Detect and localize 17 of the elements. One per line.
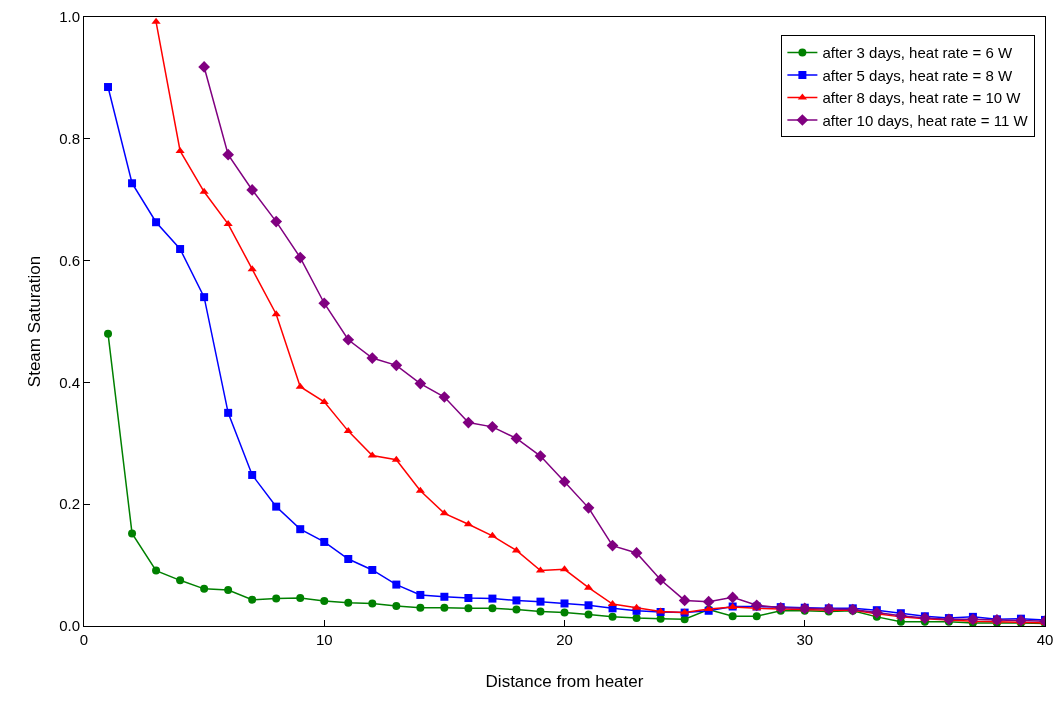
y-axis-title: Steam Saturation (25, 255, 44, 388)
x-axis-title: Distance from heater (485, 672, 644, 691)
y-tick-label: 0.2 (59, 495, 80, 513)
legend-label: after 8 days, heat rate = 10 W (822, 89, 1022, 107)
legend-label: after 5 days, heat rate = 8 W (822, 66, 1013, 84)
x-tick-label: 30 (796, 631, 814, 648)
y-tick-label: 0.6 (59, 251, 80, 269)
x-tick-label: 40 (1036, 631, 1054, 648)
x-tick-label: 20 (556, 631, 573, 648)
y-tick-label: 0.0 (59, 617, 80, 635)
legend-label: after 3 days, heat rate = 6 W (822, 44, 1013, 62)
x-tick-label: 10 (315, 631, 333, 648)
y-tick-label: 0.4 (59, 373, 80, 391)
y-tick-label: 0.8 (59, 130, 80, 148)
legend-label: after 10 days, heat rate = 11 W (822, 111, 1029, 129)
x-tick-label: 0 (79, 631, 89, 648)
y-tick-label: 1.0 (59, 8, 80, 26)
